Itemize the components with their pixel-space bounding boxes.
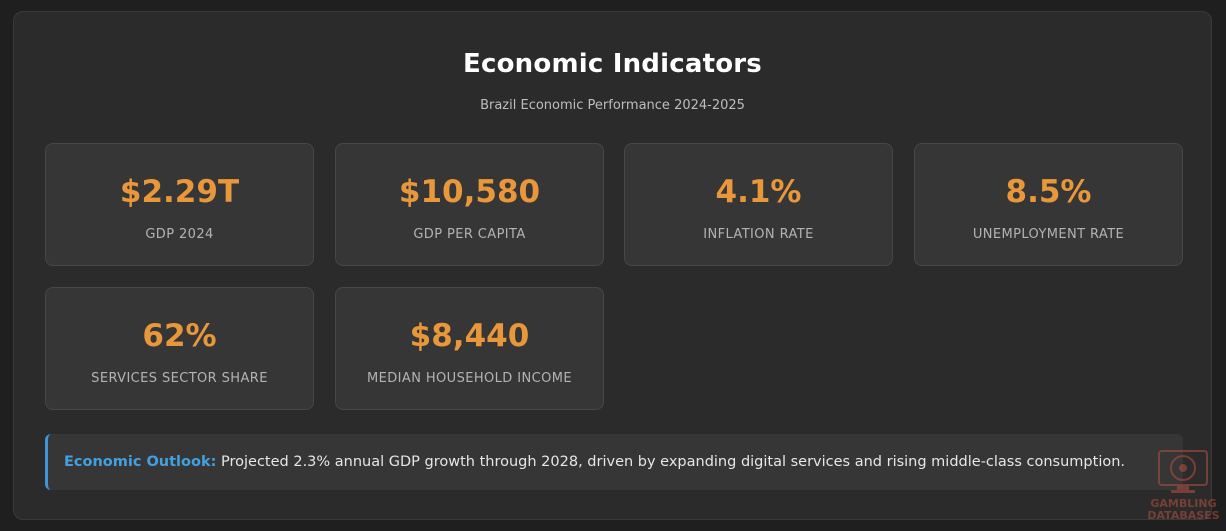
indicator-value: $2.29T: [119, 174, 240, 210]
economic-indicators-panel: Economic Indicators Brazil Economic Perf…: [13, 11, 1212, 520]
indicator-card-inflation: 4.1% INFLATION RATE: [624, 143, 893, 266]
roulette-icon: [1158, 450, 1208, 493]
indicator-value: 4.1%: [715, 174, 802, 210]
indicator-card-services-share: 62% SERVICES SECTOR SHARE: [45, 287, 314, 410]
indicator-label: SERVICES SECTOR SHARE: [91, 371, 268, 386]
watermark-logo: GAMBLING DATABASES: [1141, 446, 1226, 531]
watermark-line2: DATABASES: [1147, 509, 1220, 522]
indicator-label: GDP PER CAPITA: [413, 227, 526, 242]
watermark-line1: GAMBLING: [1150, 497, 1217, 510]
indicator-card-median-income: $8,440 MEDIAN HOUSEHOLD INCOME: [335, 287, 604, 410]
outlook-lead: Economic Outlook:: [64, 454, 217, 470]
indicator-value: $10,580: [398, 174, 541, 210]
indicator-label: UNEMPLOYMENT RATE: [972, 227, 1125, 242]
economic-outlook-callout: Economic Outlook: Projected 2.3% annual …: [45, 434, 1183, 490]
indicator-label: MEDIAN HOUSEHOLD INCOME: [367, 371, 572, 386]
indicator-card-gdp-per-capita: $10,580 GDP PER CAPITA: [335, 143, 604, 266]
indicator-card-gdp: $2.29T GDP 2024: [45, 143, 314, 266]
page-title: Economic Indicators: [463, 49, 762, 79]
watermark-text: GAMBLING DATABASES: [1141, 498, 1226, 522]
outlook-text: Projected 2.3% annual GDP growth through…: [216, 454, 1126, 470]
indicator-label: INFLATION RATE: [703, 227, 814, 242]
indicator-label: GDP 2024: [145, 227, 214, 242]
indicator-value: $8,440: [409, 318, 530, 354]
page-subtitle: Brazil Economic Performance 2024-2025: [480, 98, 745, 113]
indicator-value: 62%: [142, 318, 217, 354]
indicator-value: 8.5%: [1005, 174, 1092, 210]
indicator-card-unemployment: 8.5% UNEMPLOYMENT RATE: [914, 143, 1183, 266]
